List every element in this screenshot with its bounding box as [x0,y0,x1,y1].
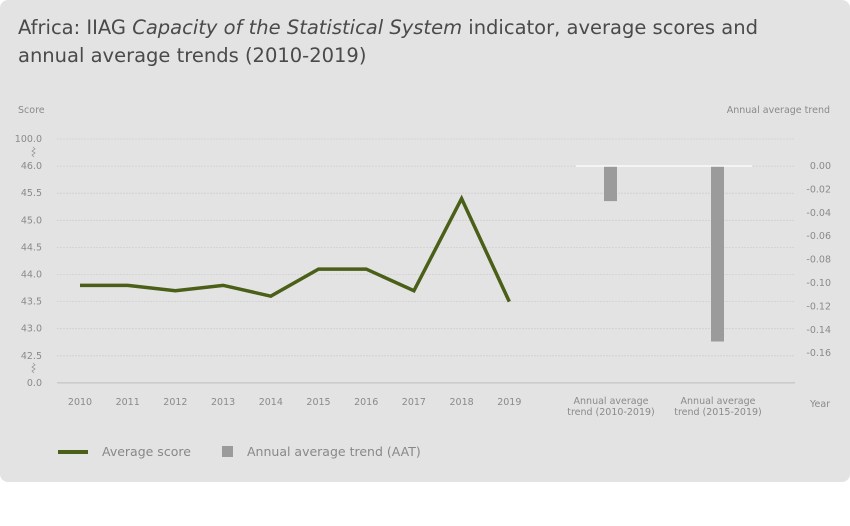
chart-card: Africa: IIAG Capacity of the Statistical… [0,0,850,482]
right-y-tick-label: -0.12 [806,301,831,312]
bar-category-label: Annual average [681,396,756,407]
bar-aat [604,166,617,202]
title-italic: Capacity of the Statistical System [132,16,463,39]
x-tick-label: 2015 [306,397,330,408]
right-y-tick-label: -0.08 [806,255,831,266]
x-tick-label: 2011 [116,397,140,408]
right-y-tick-label: -0.16 [806,348,831,359]
legend-label: Average score [102,444,191,459]
legend-item-score: Average score [58,444,191,459]
chart-svg: Score Annual average trend Year 100.0 46.… [15,105,831,418]
axis-break-icon [31,146,36,158]
x-tick-label: 2019 [497,397,521,408]
title-suffix: indicator, average scores and annual ave… [18,16,758,67]
axis-break-icon [31,362,36,374]
right-y-tick-label: -0.04 [806,208,831,219]
bar-category-label: trend (2015-2019) [674,407,762,418]
x-tick-label: 2012 [163,397,187,408]
y-tick-label: 45.0 [21,215,42,226]
legend-bar-swatch [222,446,233,457]
y-tick-label: 45.5 [21,188,42,199]
y-tick-label: 43.5 [21,297,42,308]
y-tick-label: 46.0 [21,161,42,172]
left-axis-label: Score [18,105,45,116]
right-y-tick-label: -0.02 [806,184,831,195]
line-average-score [80,194,511,303]
bar-aat [711,166,724,342]
y-tick-label: 42.5 [21,351,42,362]
chart-title: Africa: IIAG Capacity of the Statistical… [18,14,818,70]
bar-category-label: Annual average [574,396,649,407]
y-tick-label: 100.0 [15,134,42,145]
x-tick-label: 2016 [354,397,378,408]
legend-item-aat: Annual average trend (AAT) [222,444,421,459]
right-y-tick-label: -0.06 [806,231,831,242]
legend-line-swatch [58,449,88,454]
x-tick-label: 2010 [68,397,92,408]
right-axis-label: Annual average trend [727,105,830,116]
y-tick-label: 44.0 [21,270,42,281]
bar-category-label: trend (2010-2019) [567,407,655,418]
x-axis-label: Year [809,399,830,410]
right-y-tick-label: -0.10 [806,278,831,289]
y-tick-label: 43.0 [21,324,42,335]
x-tick-label: 2014 [259,397,283,408]
title-prefix: Africa: IIAG [18,16,133,39]
y-tick-label: 44.5 [21,242,42,253]
x-tick-label: 2018 [450,397,474,408]
right-y-tick-label: -0.14 [806,325,831,336]
x-tick-label: 2013 [211,397,235,408]
y-tick-label: 0.0 [27,378,42,389]
x-tick-label: 2017 [402,397,426,408]
right-y-tick-label: 0.00 [810,161,831,172]
legend-label: Annual average trend (AAT) [247,444,421,459]
